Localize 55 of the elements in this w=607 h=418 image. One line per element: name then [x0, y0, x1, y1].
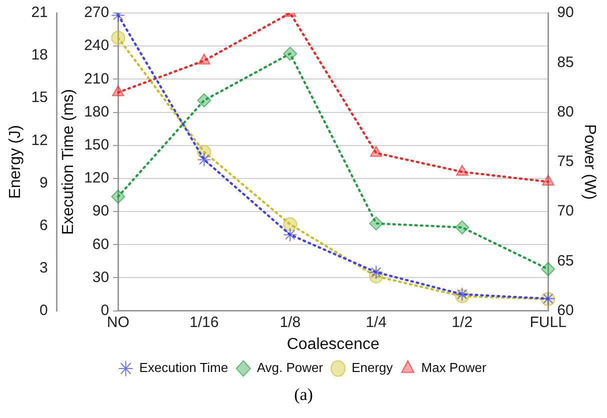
y3-tick-label: 6	[40, 216, 48, 234]
point	[456, 164, 468, 176]
point	[370, 146, 382, 157]
point	[283, 46, 298, 61]
y3-tick-label: 0	[40, 302, 48, 319]
x-tick-label: 1/2	[452, 314, 473, 331]
y2-tick-label: 80	[557, 103, 574, 120]
y-tick-label: 180	[84, 103, 110, 120]
y2-tick-label: 70	[557, 202, 574, 220]
point	[112, 85, 124, 96]
y3-tick-label: 15	[31, 89, 48, 106]
y2-tick-label: 65	[557, 252, 574, 270]
x-tick-label: 1/16	[190, 314, 219, 331]
y-tick-label: 60	[92, 236, 110, 253]
x-tick-label: 1/8	[280, 314, 301, 331]
y2-tick-label: 90	[557, 4, 574, 22]
y-tick-label: 150	[84, 136, 110, 154]
point	[198, 54, 210, 64]
y-tick-label: 270	[84, 4, 110, 22]
y2-tick-label: 75	[557, 153, 574, 170]
text: (a)	[293, 385, 314, 405]
y-tick-label: 240	[84, 37, 110, 54]
point	[369, 265, 384, 280]
point	[283, 228, 298, 242]
y2-axis-title: Power (W)	[580, 124, 598, 200]
y-tick-label: 90	[92, 202, 110, 220]
y3-tick-label: 18	[31, 46, 48, 64]
point	[111, 30, 126, 45]
y-tick-label: 210	[84, 70, 110, 88]
x-tick-label: 1/4	[366, 314, 387, 331]
y-tick-label: 0	[100, 302, 110, 319]
point	[197, 152, 212, 167]
x-tick-label: NO	[106, 314, 130, 331]
y2-tick-label: 85	[557, 54, 574, 71]
y3-tick-label: 21	[31, 4, 48, 22]
point	[111, 190, 126, 204]
legend-label: Max Power	[421, 360, 487, 376]
y-tick-label: 120	[84, 170, 110, 187]
point	[542, 174, 554, 186]
legend-label: Avg. Power	[256, 360, 324, 376]
x-tick-label: FULL	[530, 314, 566, 331]
y3-axis-title: Energy (J)	[7, 125, 24, 199]
legend-label: Energy	[352, 360, 394, 376]
point	[369, 216, 384, 230]
y3-tick-label: 3	[40, 259, 48, 276]
x-axis-title: Coalescence	[286, 336, 380, 353]
y3-tick-label: 12	[31, 132, 48, 149]
point	[541, 262, 556, 276]
y3-tick-label: 9	[40, 174, 48, 192]
point	[197, 93, 212, 108]
y-tick-label: 30	[92, 268, 110, 286]
point	[283, 217, 298, 232]
y-axis-title: Execution Time (ms)	[60, 88, 77, 235]
legend-label: Execution Time	[139, 360, 228, 376]
point	[455, 220, 470, 234]
